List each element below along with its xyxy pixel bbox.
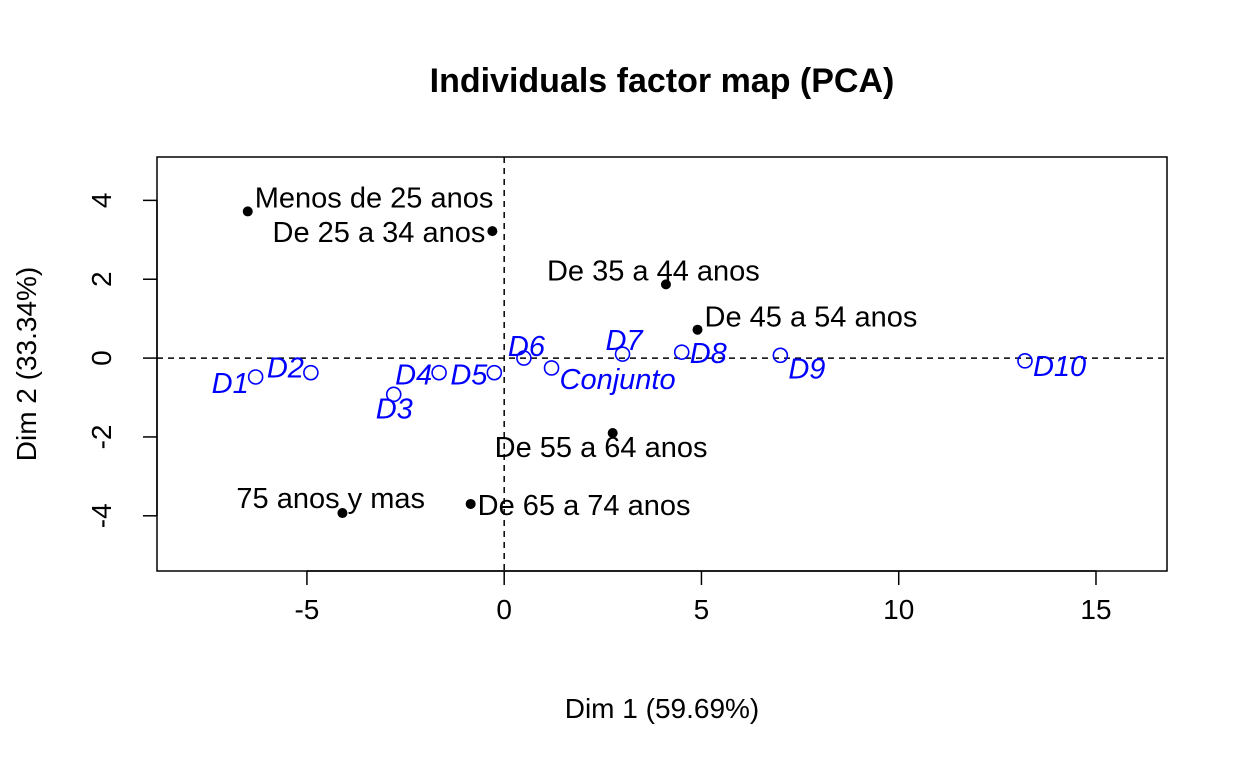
point-label: D4 [395,360,432,392]
point-label: D9 [788,353,825,385]
axes: -5 0 5 10 15 -4 -2 0 2 4 [86,193,1112,625]
point-marker [337,508,348,519]
point-marker [543,360,560,376]
point-label: D6 [508,331,546,363]
x-tick-label: 15 [1080,594,1111,625]
point-marker [772,347,789,364]
point-marker [247,369,264,385]
y-tick-label: 2 [86,271,117,287]
point-label: De 35 a 44 anos [547,255,760,287]
point-marker [692,324,703,335]
point-label: D5 [450,360,488,392]
y-tick-label: 4 [86,193,117,209]
point-label: D7 [606,325,645,357]
point-marker [487,226,498,237]
x-tick-label: 5 [694,594,710,625]
point-label: D10 [1033,351,1086,383]
point-label: De 45 a 54 anos [705,302,918,334]
x-tick-label: 0 [496,594,512,625]
x-tick-label: 10 [883,594,914,625]
x-axis-label: Dim 1 (59.69%) [565,693,760,724]
point-marker [486,364,503,381]
point-label: D2 [267,353,304,385]
point-marker [516,350,532,366]
point-marker [431,364,447,381]
y-tick-label: -4 [86,503,117,528]
chart-title: Individuals factor map (PCA) [430,62,895,100]
point-marker [465,498,476,509]
point-marker [660,279,671,290]
x-tick-label: -5 [294,594,319,625]
point-marker [673,344,690,360]
point-marker [385,386,402,403]
point-label: D8 [690,338,727,370]
reference-lines [157,157,1167,571]
point-marker [614,346,631,362]
point-marker [607,428,618,438]
point-label: De 55 a 64 anos [495,432,708,464]
y-tick-label: -2 [86,424,117,449]
point-marker [303,364,319,381]
y-tick-label: 0 [86,350,117,366]
point-marker [242,206,253,217]
point-label: 75 anos y mas [236,483,425,515]
point-label: De 25 a 34 anos [273,217,486,249]
point-label: Menos de 25 anos [255,182,494,214]
point-label: De 65 a 74 anos [478,490,691,522]
y-axis-label: Dim 2 (33.34%) [11,267,42,462]
point-label: D1 [212,368,249,400]
point-label: D3 [376,393,413,425]
point-marker [1017,353,1033,369]
point-label: Conjunto [560,364,676,396]
